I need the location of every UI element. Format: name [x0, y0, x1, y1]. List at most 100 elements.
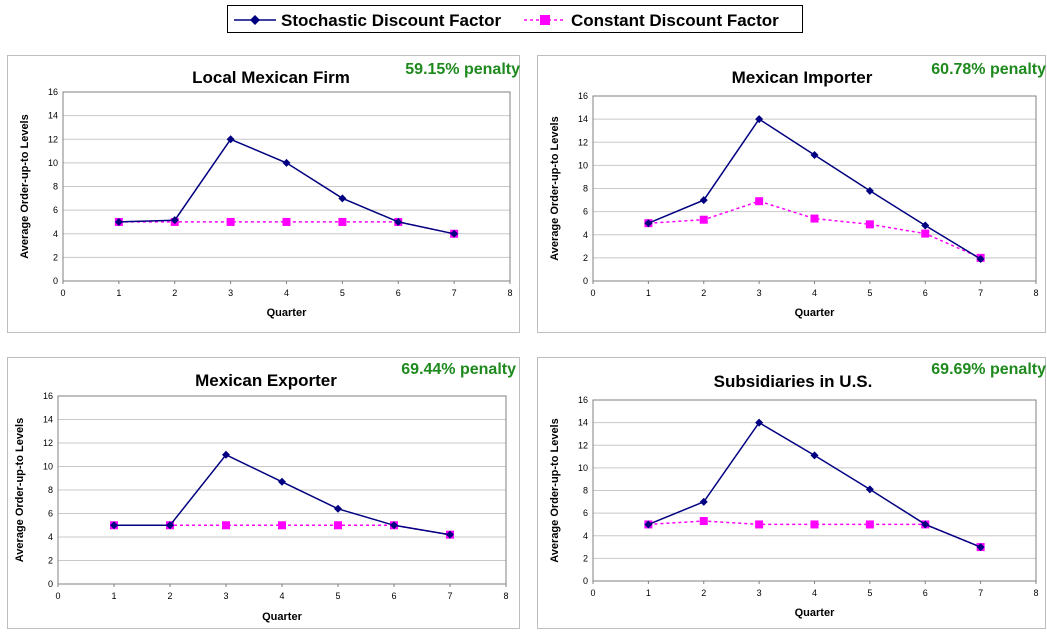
x-tick-label: 6 [391, 591, 396, 601]
y-tick-label: 8 [583, 486, 588, 496]
point-stochastic-discount-factor [976, 543, 985, 552]
x-tick-label: 5 [867, 588, 872, 598]
point-stochastic-discount-factor [166, 521, 174, 530]
y-tick-label: 4 [583, 531, 588, 541]
y-tick-label: 4 [583, 230, 588, 240]
x-tick-label: 8 [503, 591, 508, 601]
y-tick-label: 14 [578, 418, 588, 428]
chart-title: Mexican Importer [732, 68, 873, 87]
point-stochastic-discount-factor [921, 221, 930, 230]
x-tick-label: 4 [812, 288, 817, 298]
x-axis-label: Quarter [795, 307, 835, 319]
point-constant-discount-factor [222, 521, 230, 530]
legend-constant-label: Constant Discount Factor [571, 11, 779, 30]
x-tick-label: 3 [228, 288, 233, 298]
legend-stochastic-marker [250, 15, 260, 25]
y-tick-label: 4 [48, 532, 53, 542]
y-axis-label: Average Order-up-to Levels [19, 114, 31, 258]
y-tick-label: 10 [578, 463, 588, 473]
point-constant-discount-factor [282, 217, 291, 226]
point-constant-discount-factor [699, 517, 708, 526]
point-stochastic-discount-factor [170, 216, 179, 225]
x-tick-label: 8 [1033, 288, 1038, 298]
point-stochastic-discount-factor [644, 520, 653, 529]
x-tick-label: 7 [978, 288, 983, 298]
penalty-annotation: 60.78% penalty [931, 61, 1046, 78]
point-stochastic-discount-factor [114, 217, 123, 226]
series-line-stochastic-discount-factor [648, 118, 981, 260]
point-stochastic-discount-factor [699, 497, 708, 506]
point-stochastic-discount-factor [755, 115, 764, 124]
x-tick-label: 8 [507, 288, 512, 298]
y-tick-label: 0 [48, 579, 53, 589]
y-tick-label: 4 [53, 229, 58, 239]
x-tick-label: 2 [167, 591, 172, 601]
point-stochastic-discount-factor [282, 158, 291, 167]
point-stochastic-discount-factor [226, 135, 235, 144]
chart-panel-subsidiaries-in-us: 0 2 4 6 8 10 12 14 16 0 1 2 3 4 5 6 7 8 Subsidiaries in U.… [537, 357, 1046, 629]
y-tick-label: 14 [578, 114, 588, 124]
legend-stochastic-label: Stochastic Discount Factor [281, 11, 501, 30]
penalty-annotation: 69.44% penalty [401, 361, 516, 378]
x-tick-label: 1 [116, 288, 121, 298]
point-stochastic-discount-factor [921, 520, 930, 529]
y-tick-label: 8 [583, 184, 588, 194]
x-tick-label: 0 [590, 288, 595, 298]
point-stochastic-discount-factor [976, 255, 985, 264]
x-tick-label: 8 [1033, 588, 1038, 598]
y-tick-label: 0 [53, 276, 58, 286]
x-tick-label: 4 [284, 288, 289, 298]
x-tick-label: 3 [757, 588, 762, 598]
chart-panel-mexican-importer: 0 2 4 6 8 10 12 14 16 0 1 2 3 4 5 6 7 8 Mexican Importer 60… [537, 55, 1046, 333]
point-constant-discount-factor [810, 520, 819, 529]
y-tick-label: 10 [43, 462, 53, 472]
point-stochastic-discount-factor [222, 450, 230, 459]
y-tick-label: 10 [48, 158, 58, 168]
point-constant-discount-factor [921, 229, 930, 238]
x-tick-label: 1 [646, 588, 651, 598]
point-stochastic-discount-factor [110, 521, 118, 530]
y-tick-label: 6 [53, 205, 58, 215]
penalty-annotation: 69.69% penalty [931, 361, 1046, 378]
x-axis-label: Quarter [262, 611, 302, 623]
x-tick-label: 7 [447, 591, 452, 601]
x-tick-label: 5 [867, 288, 872, 298]
x-tick-label: 0 [55, 591, 60, 601]
x-tick-label: 4 [279, 591, 284, 601]
y-tick-label: 14 [43, 415, 53, 425]
y-axis-label: Average Order-up-to Levels [549, 418, 561, 562]
point-constant-discount-factor [334, 521, 342, 530]
point-stochastic-discount-factor [446, 530, 454, 539]
y-tick-label: 16 [43, 391, 53, 401]
y-tick-label: 12 [48, 134, 58, 144]
point-constant-discount-factor [278, 521, 286, 530]
chart-title: Local Mexican Firm [192, 68, 350, 87]
x-tick-label: 5 [335, 591, 340, 601]
point-constant-discount-factor [755, 520, 764, 529]
point-stochastic-discount-factor [755, 418, 764, 427]
chart-panel-local-mexican-firm: 0 2 4 6 8 10 12 14 16 0 1 2 3 4 5 6 7 8 Local Mexican Firm… [7, 55, 520, 333]
y-tick-label: 12 [43, 438, 53, 448]
y-tick-label: 14 [48, 111, 58, 121]
point-stochastic-discount-factor [338, 194, 347, 203]
y-tick-label: 16 [578, 395, 588, 405]
penalty-annotation: 59.15% penalty [405, 61, 520, 78]
point-constant-discount-factor [810, 214, 819, 223]
y-tick-label: 16 [48, 87, 58, 97]
y-tick-label: 2 [48, 556, 53, 566]
point-stochastic-discount-factor [278, 477, 286, 486]
point-stochastic-discount-factor [810, 451, 819, 460]
x-tick-label: 2 [701, 588, 706, 598]
point-stochastic-discount-factor [390, 521, 398, 530]
point-constant-discount-factor [865, 520, 874, 529]
y-tick-label: 2 [583, 553, 588, 563]
y-tick-label: 0 [583, 576, 588, 586]
x-tick-label: 6 [396, 288, 401, 298]
chart-title: Mexican Exporter [195, 371, 337, 390]
y-tick-label: 8 [48, 485, 53, 495]
x-tick-label: 6 [923, 588, 928, 598]
y-tick-label: 10 [578, 160, 588, 170]
